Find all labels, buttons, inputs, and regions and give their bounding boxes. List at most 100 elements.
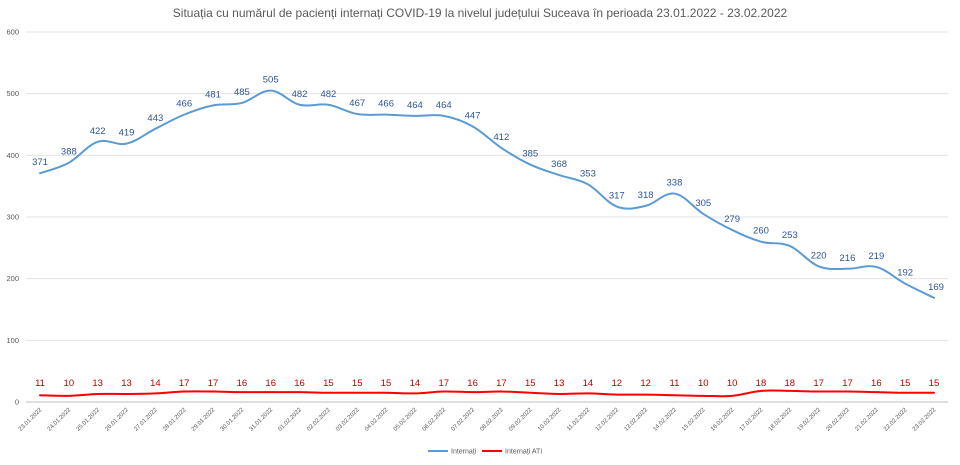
data-label: 15 [381,378,392,389]
data-label: 13 [92,378,103,389]
x-tick-label: 31.01.2022 [249,407,275,433]
x-tick-label: 18.02.2022 [768,407,794,433]
data-label: 279 [724,214,740,225]
data-label: 17 [813,378,824,389]
data-label: 317 [609,191,625,202]
data-label: 14 [583,378,594,389]
data-labels: 371 388 422 419 443 466 481 485 505 482 482 467 466 4… [32,75,944,389]
data-label: 485 [234,87,250,98]
data-label: 17 [179,378,190,389]
grid-lines [26,31,948,403]
chart-title: Situația cu numărul de pacienți internaț… [173,6,788,20]
data-label: 18 [785,378,796,389]
x-tick-label: 11.02.2022 [566,407,592,433]
data-label: 16 [871,378,882,389]
y-tick-label: 300 [6,213,19,222]
data-label: 169 [928,282,944,293]
x-tick-label: 01.02.2022 [277,407,303,433]
x-tick-label: 25.01.2022 [76,407,102,433]
data-label: 15 [323,378,334,389]
data-label: 13 [121,378,132,389]
x-tick-label: 26.01.2022 [104,407,130,433]
data-label: 15 [929,378,940,389]
data-label: 17 [208,378,219,389]
legend-label: Internați ATI [505,449,542,456]
data-label: 219 [868,251,884,262]
data-label: 11 [35,378,45,389]
x-tick-label: 17.02.2022 [739,407,765,433]
y-tick-label: 100 [6,336,19,345]
data-label: 385 [522,149,538,160]
legend-label: Internați [451,449,477,456]
data-label: 422 [90,126,106,137]
data-label: 192 [897,268,913,279]
data-label: 353 [580,168,596,179]
data-label: 466 [378,99,394,110]
data-label: 482 [320,89,336,100]
y-tick-label: 600 [6,28,19,37]
x-tick-label: 04.02.2022 [364,407,390,433]
data-label: 15 [525,378,536,389]
data-label: 419 [119,128,135,139]
x-tick-label: 23.01.2022 [18,407,44,433]
data-label: 447 [465,110,481,121]
data-label: 11 [670,378,680,389]
data-label: 16 [237,378,248,389]
y-axis-ticks: 0 100 200 300 400 500 600 [6,28,19,407]
x-tick-label: 16.02.2022 [710,407,736,433]
data-label: 338 [667,178,683,189]
series-line-internati [39,89,935,299]
data-label: 260 [753,226,769,237]
x-tick-label: 06.02.2022 [422,407,448,433]
x-tick-label: 07.02.2022 [451,407,477,433]
data-label: 466 [176,99,192,110]
data-label: 14 [150,378,161,389]
series-lines [39,89,935,398]
data-label: 17 [496,378,507,389]
x-tick-label: 21.02.2022 [854,407,880,433]
x-tick-label: 09.02.2022 [508,407,534,433]
x-axis-ticks: 23.01.2022 24.01.2022 25.01.2022 26.01.2022… [18,407,938,433]
x-tick-label: 23.02.2022 [912,407,938,433]
x-tick-label: 28.01.2022 [162,407,188,433]
data-label: 17 [438,378,449,389]
x-tick-label: 05.02.2022 [393,407,419,433]
y-tick-label: 200 [6,274,19,283]
data-label: 10 [698,378,709,389]
data-label: 16 [265,378,276,389]
data-label: 412 [493,132,509,143]
data-label: 16 [467,378,478,389]
data-label: 388 [61,147,77,158]
data-label: 15 [352,378,363,389]
legend: Internați Internați ATI [428,449,542,456]
data-label: 216 [840,253,856,264]
x-tick-label: 13.02.2022 [624,407,650,433]
data-label: 14 [410,378,421,389]
x-tick-label: 22.02.2022 [883,407,909,433]
data-label: 318 [638,190,654,201]
x-tick-label: 12.02.2022 [595,407,621,433]
data-label: 220 [811,250,827,261]
x-tick-label: 02.02.2022 [306,407,332,433]
x-tick-label: 03.02.2022 [335,407,361,433]
data-label: 12 [640,378,651,389]
y-tick-label: 500 [6,89,19,98]
data-label: 253 [782,230,798,241]
y-tick-label: 400 [6,151,19,160]
x-tick-label: 29.01.2022 [191,407,217,433]
data-label: 17 [842,378,853,389]
x-tick-label: 15.02.2022 [681,407,707,433]
data-label: 505 [263,75,279,86]
data-label: 464 [436,100,452,111]
x-tick-label: 30.01.2022 [220,407,246,433]
data-label: 467 [349,98,365,109]
data-label: 10 [727,378,738,389]
data-label: 443 [147,113,163,124]
x-tick-label: 27.01.2022 [133,407,159,433]
x-tick-label: 24.01.2022 [47,407,73,433]
x-tick-label: 10.02.2022 [537,407,563,433]
x-tick-label: 08.02.2022 [479,407,505,433]
data-label: 13 [554,378,565,389]
